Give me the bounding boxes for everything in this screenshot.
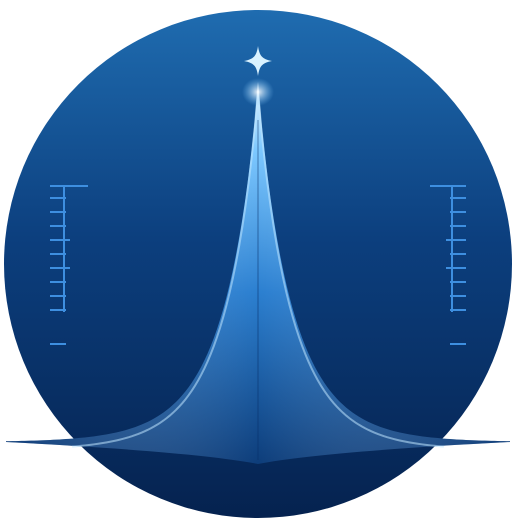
bell-tip-glow (242, 78, 274, 106)
